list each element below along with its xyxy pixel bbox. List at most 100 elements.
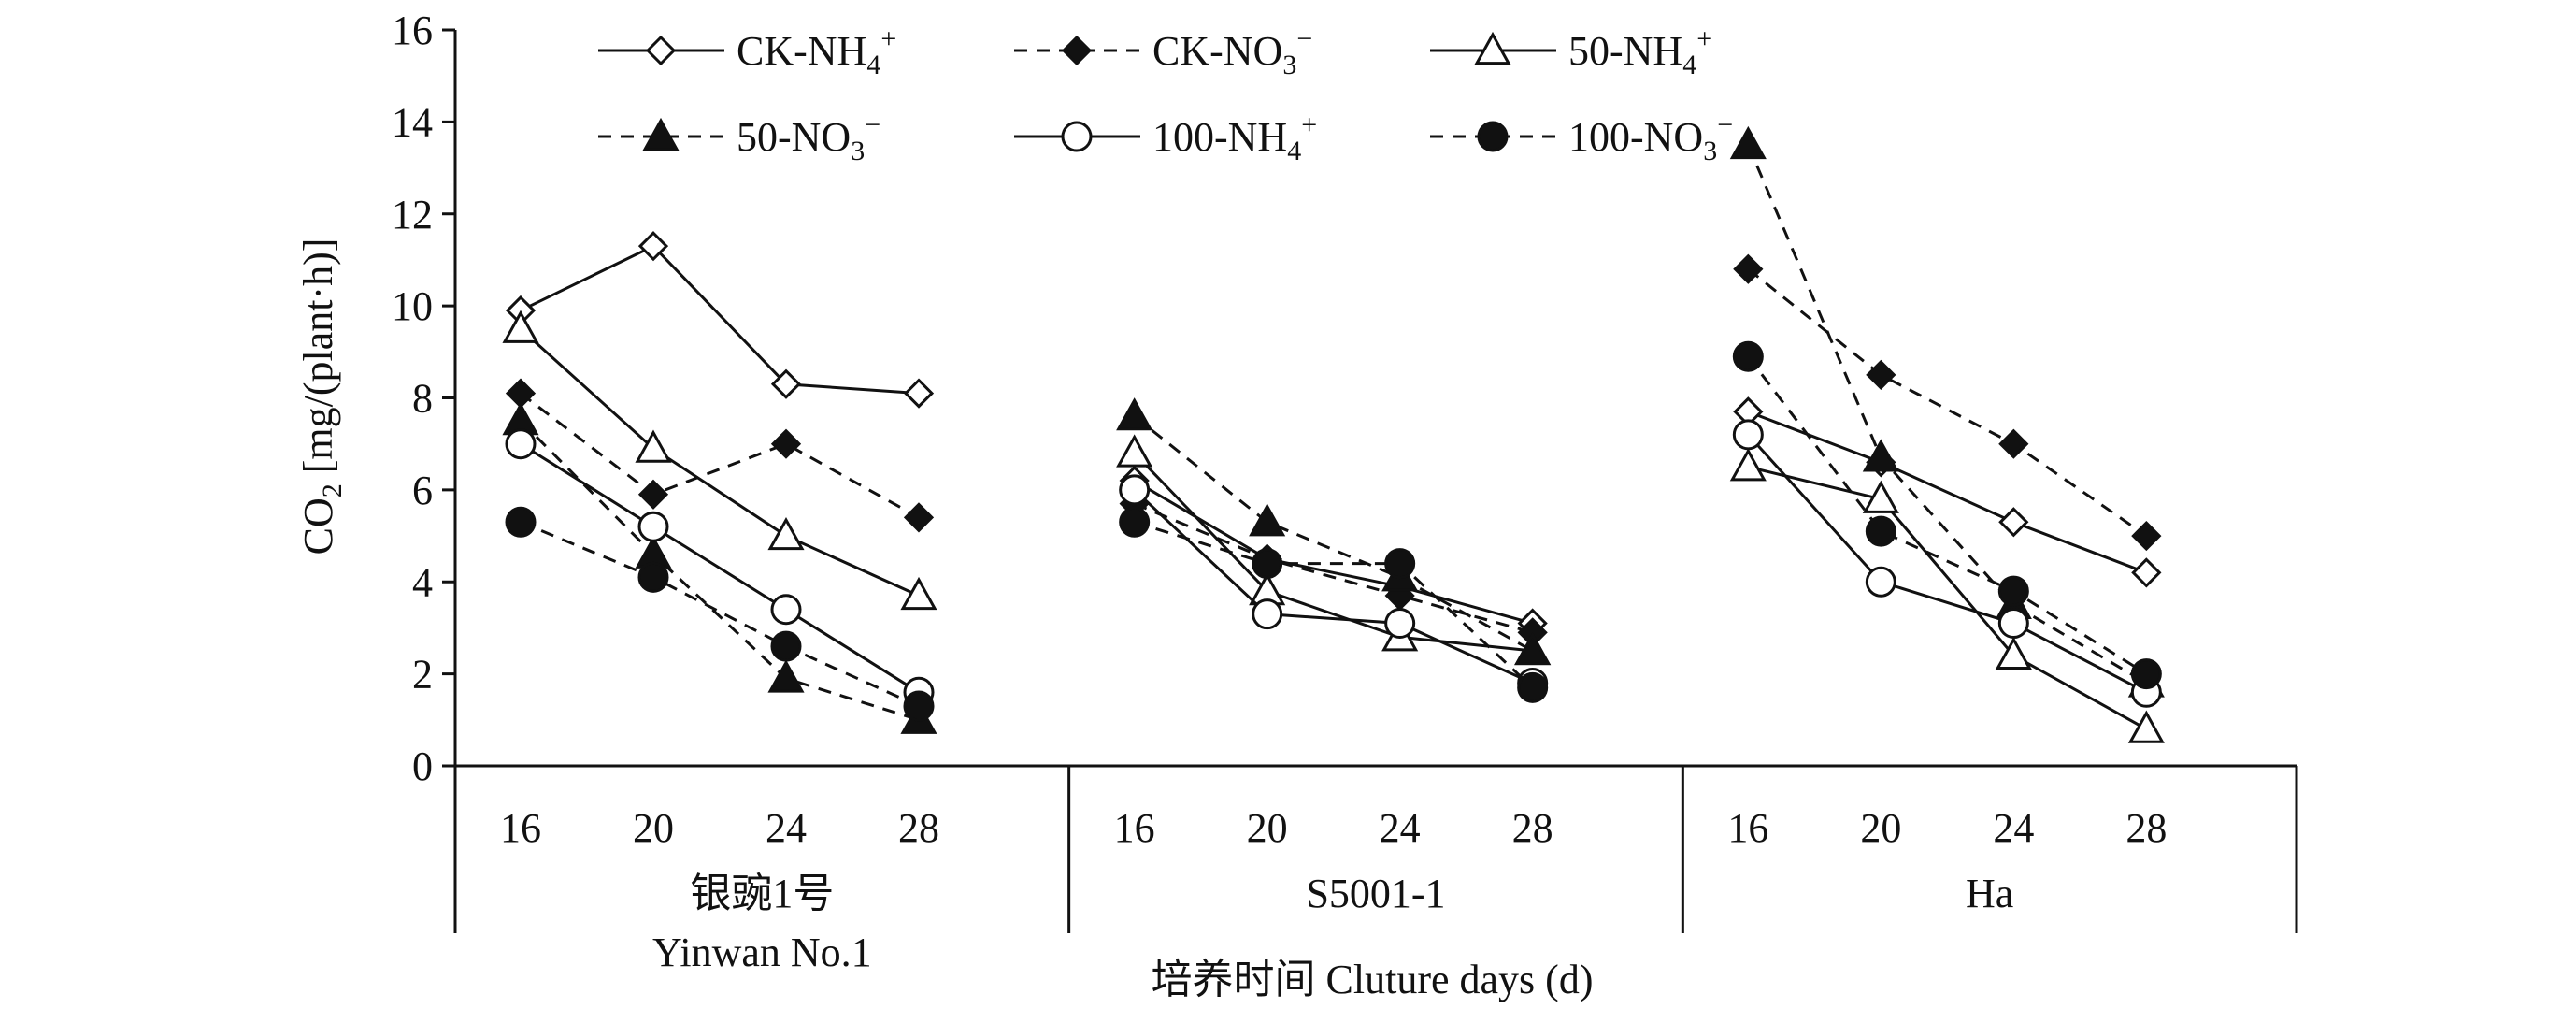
series-line	[1747, 465, 2148, 730]
y-tick-labels: 0 2 4 6 8 10 12 14 16	[392, 7, 433, 789]
data-point	[635, 429, 672, 463]
x-tick-label: 16	[500, 805, 541, 851]
series-4	[502, 125, 2165, 734]
data-point	[1995, 636, 2032, 670]
data-point	[2130, 658, 2162, 690]
series-line	[520, 244, 920, 396]
data-point	[1252, 548, 1283, 580]
data-point	[1732, 419, 1764, 451]
data-point	[2131, 557, 2162, 588]
data-point	[900, 576, 937, 611]
data-point	[1865, 515, 1896, 547]
data-point	[1517, 671, 1549, 703]
series-line	[519, 327, 920, 598]
data-point	[1997, 575, 2029, 607]
data-point	[903, 378, 935, 409]
y-tick-label: 12	[392, 192, 433, 238]
legend-item: 100-NO3−	[1430, 109, 1733, 166]
data-point	[903, 502, 935, 533]
legend-label: 50-NH4+	[1568, 23, 1712, 80]
data-point	[637, 479, 669, 510]
data-point	[505, 428, 537, 460]
x-tick-label: 20	[633, 805, 674, 851]
group-label: 银豌1号	[690, 871, 834, 916]
data-point	[1514, 631, 1552, 666]
group-labels: 银豌1号 Yinwan No.1 S5001-1 Ha	[652, 871, 2013, 975]
legend-marker	[1061, 121, 1093, 152]
y-axis-title-subscript: 2	[317, 483, 348, 497]
data-point	[637, 561, 669, 593]
legend-item: 50-NO3−	[598, 109, 880, 166]
group-label: Ha	[1966, 871, 2013, 916]
legend-marker	[1061, 35, 1093, 66]
group-label: S5001-1	[1306, 871, 1445, 916]
legend-label: 50-NO3−	[737, 109, 880, 166]
series-line	[1747, 267, 2148, 538]
data-point	[502, 310, 539, 343]
axes	[442, 28, 2298, 933]
data-point	[1252, 598, 1283, 630]
data-point	[637, 511, 669, 542]
y-tick-label: 0	[412, 743, 433, 789]
y-axis-title: CO2 [mg/(plant·h)]	[295, 238, 348, 555]
x-tick-label: 20	[1247, 805, 1288, 851]
data-point	[505, 506, 537, 538]
legend-marker	[1474, 31, 1511, 65]
data-point	[1862, 480, 1899, 513]
y-axis-title-unit: [mg/(plant·h)]	[295, 238, 341, 484]
series-line	[1747, 433, 2148, 694]
data-point	[1865, 566, 1896, 598]
data-point	[1729, 448, 1767, 482]
x-tick-label: 24	[766, 805, 807, 851]
data-point	[903, 690, 935, 722]
legend-label: CK-NO3−	[1152, 23, 1312, 80]
x-tick-labels: 16 20 24 28 16 20 24 28 16 20 24 28	[500, 805, 2167, 851]
x-tick-label: 28	[898, 805, 939, 851]
series-6	[505, 340, 2162, 722]
data-point	[1119, 506, 1151, 538]
legend-marker	[1477, 121, 1509, 152]
series-line	[1747, 410, 2147, 574]
data-point	[1384, 548, 1416, 580]
data-point	[767, 659, 805, 693]
data-point	[1733, 253, 1764, 284]
data-point	[770, 594, 802, 626]
series-line	[520, 392, 920, 519]
y-tick-label: 4	[412, 559, 433, 605]
series-2	[505, 253, 2162, 648]
x-tick-label: 24	[1993, 805, 2034, 851]
series-3	[502, 310, 2165, 743]
series-line	[520, 442, 920, 694]
data-series	[502, 125, 2165, 743]
legend-marker	[642, 117, 680, 151]
y-tick-label: 16	[392, 7, 433, 53]
series-line	[1133, 452, 1533, 653]
series-line	[519, 420, 920, 722]
x-tick-label: 20	[1860, 805, 1901, 851]
group-label-en: Yinwan No.1	[652, 930, 872, 975]
y-tick-label: 10	[392, 283, 433, 329]
legend-item: CK-NO3−	[1014, 23, 1312, 80]
data-point	[1119, 474, 1151, 506]
series-line	[1134, 520, 1534, 689]
legend-label: 100-NH4+	[1152, 109, 1317, 166]
legend-label: CK-NH4+	[737, 23, 896, 80]
series-line	[520, 520, 920, 708]
series-line	[1746, 144, 2148, 685]
data-point	[1732, 340, 1764, 372]
legend-item: 50-NH4+	[1430, 23, 1712, 80]
x-tick-label: 24	[1380, 805, 1421, 851]
data-point	[1998, 428, 2029, 459]
x-tick-label: 16	[1727, 805, 1768, 851]
data-point	[1116, 397, 1153, 431]
x-tick-label: 28	[2125, 805, 2167, 851]
data-point	[1862, 439, 1899, 472]
data-point	[767, 516, 805, 551]
data-point	[1997, 608, 2029, 640]
data-point	[1116, 434, 1153, 468]
series-line	[1133, 415, 1534, 653]
data-point	[2127, 710, 2165, 743]
series-line	[1133, 488, 1534, 685]
data-point	[770, 630, 802, 662]
